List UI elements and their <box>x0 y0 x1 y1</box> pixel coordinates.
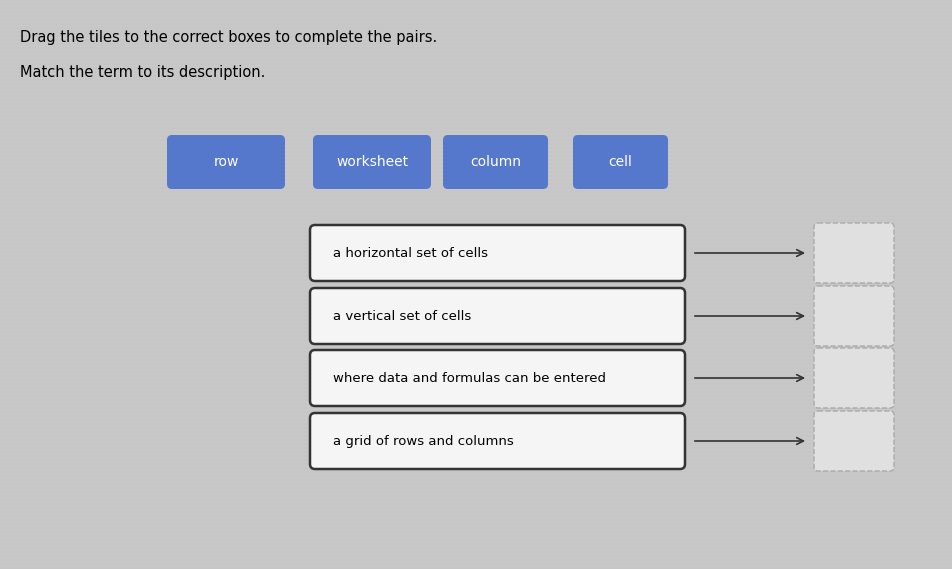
FancyBboxPatch shape <box>310 225 685 281</box>
FancyBboxPatch shape <box>443 135 548 189</box>
FancyBboxPatch shape <box>310 413 685 469</box>
FancyBboxPatch shape <box>814 223 894 283</box>
Text: cell: cell <box>608 155 632 169</box>
Text: a horizontal set of cells: a horizontal set of cells <box>333 246 488 259</box>
FancyBboxPatch shape <box>814 286 894 346</box>
Text: worksheet: worksheet <box>336 155 408 169</box>
FancyBboxPatch shape <box>573 135 668 189</box>
FancyBboxPatch shape <box>310 288 685 344</box>
FancyBboxPatch shape <box>814 411 894 471</box>
FancyBboxPatch shape <box>313 135 431 189</box>
Text: column: column <box>470 155 521 169</box>
FancyBboxPatch shape <box>310 350 685 406</box>
Text: a vertical set of cells: a vertical set of cells <box>333 310 471 323</box>
Text: where data and formulas can be entered: where data and formulas can be entered <box>333 372 606 385</box>
Text: row: row <box>213 155 239 169</box>
FancyBboxPatch shape <box>814 348 894 408</box>
Text: a grid of rows and columns: a grid of rows and columns <box>333 435 514 447</box>
FancyBboxPatch shape <box>167 135 285 189</box>
Text: Match the term to its description.: Match the term to its description. <box>20 65 266 80</box>
Text: Drag the tiles to the correct boxes to complete the pairs.: Drag the tiles to the correct boxes to c… <box>20 30 437 45</box>
